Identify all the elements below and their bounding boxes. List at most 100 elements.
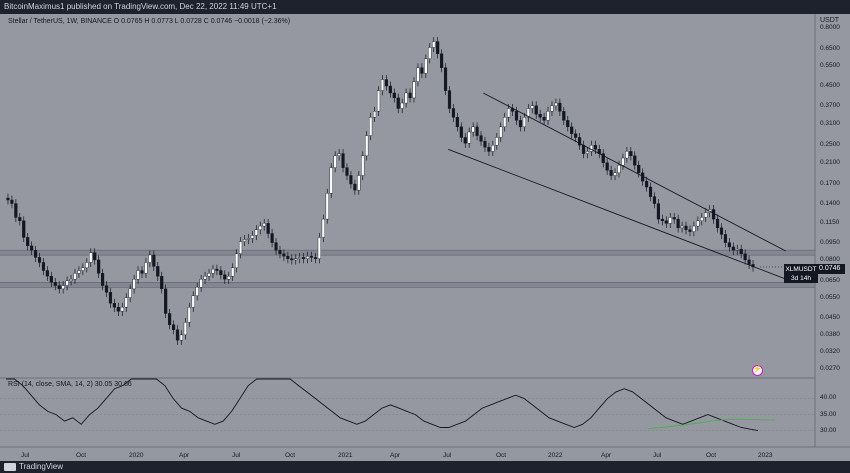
candle (101, 273, 105, 286)
candle (424, 58, 428, 74)
candle (652, 196, 657, 204)
candle (601, 153, 605, 163)
candle (396, 97, 400, 109)
price-tick-label: 0.4500 (820, 82, 840, 90)
candle (203, 276, 207, 280)
support-band (0, 250, 815, 256)
rsi-tick-label: 30.00 (820, 426, 837, 434)
candle (112, 303, 116, 308)
price-tick-label: 0.0450 (820, 313, 840, 321)
candle (223, 274, 227, 280)
candle (250, 235, 254, 239)
candle (262, 223, 266, 227)
candle (574, 133, 578, 138)
candle (341, 153, 345, 168)
candle (526, 108, 530, 118)
time-tick-label: Apr (179, 452, 190, 459)
candle (625, 151, 629, 159)
candle (37, 257, 42, 263)
candle (246, 238, 251, 240)
candle (463, 137, 467, 144)
candle (723, 234, 728, 243)
candle (365, 135, 369, 157)
candle (613, 172, 617, 176)
candle (61, 285, 65, 290)
symbol-price-badge: XLMUSDT 3d 14h (784, 264, 818, 283)
candle (617, 164, 621, 174)
candle (428, 47, 432, 59)
candle (199, 279, 203, 288)
candle (337, 153, 341, 157)
candle (629, 151, 633, 157)
candle (321, 218, 325, 238)
price-tick-label: 0.0550 (820, 293, 840, 301)
candle (231, 267, 235, 277)
candle (436, 41, 440, 54)
candle (219, 270, 223, 275)
candle (656, 203, 660, 220)
candle (227, 276, 231, 280)
candle (298, 257, 302, 259)
candle (530, 105, 534, 109)
candle (274, 242, 278, 251)
candle (73, 273, 77, 280)
badge-countdown: 3d 14h (791, 275, 811, 282)
candle (692, 225, 696, 232)
candle (388, 85, 392, 94)
time-tick-label: Jul (232, 452, 241, 459)
candle (349, 175, 353, 185)
rsi-line (6, 378, 759, 432)
candle (104, 285, 109, 293)
publisher-text: BitcoinMaximus1 published on TradingView… (4, 2, 277, 11)
candle (235, 253, 239, 268)
candle (696, 220, 700, 227)
support-band (0, 282, 815, 288)
candle (26, 237, 30, 247)
candle (116, 307, 120, 312)
candle (400, 102, 404, 109)
candle (577, 137, 582, 146)
candle (585, 151, 590, 154)
candle (305, 255, 310, 259)
lightning-icon[interactable]: ⚡ (752, 365, 763, 376)
candle (633, 155, 637, 166)
candle (124, 297, 128, 308)
rsi-ma-line (647, 418, 776, 430)
candle (408, 92, 412, 99)
wedge-trendline-upper (483, 92, 786, 252)
candle (487, 147, 491, 152)
candle (207, 273, 211, 277)
candle (483, 141, 487, 148)
candle (514, 111, 519, 121)
time-tick-label: Apr (601, 452, 612, 459)
candle (313, 257, 318, 259)
candle (290, 258, 294, 261)
candle (286, 255, 290, 259)
time-tick-label: Jul (653, 452, 662, 459)
candle (10, 199, 14, 204)
candle (735, 248, 739, 251)
publisher-bar: BitcoinMaximus1 published on TradingView… (0, 0, 850, 14)
price-tick-label: 0.3700 (820, 101, 840, 109)
symbol-legend: Stellar / TetherUS, 1W, BINANCE O 0.0765… (8, 18, 291, 25)
candle (120, 307, 124, 312)
time-tick-label: 2022 (548, 452, 563, 459)
price-unit-label: USDT (820, 17, 840, 24)
time-tick-label: 2023 (758, 452, 773, 459)
candle (156, 266, 160, 277)
candle (361, 155, 365, 176)
candle (518, 120, 523, 128)
candle (451, 108, 456, 118)
candle (688, 229, 692, 232)
candle (664, 220, 668, 224)
candle (30, 245, 34, 251)
candle (680, 225, 684, 229)
candle (33, 250, 38, 258)
wedge-trendline-lower (447, 148, 786, 280)
candle (325, 193, 329, 220)
price-tick-label: 0.0650 (820, 276, 840, 284)
candle (270, 233, 274, 243)
candle (475, 126, 479, 136)
